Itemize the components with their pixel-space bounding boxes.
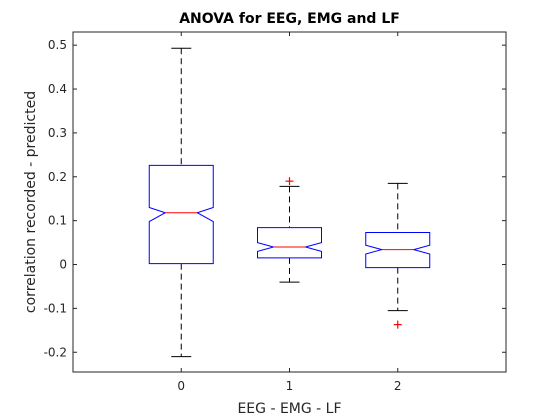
y-tick-label: 0.1 bbox=[48, 214, 67, 228]
outlier-marker bbox=[285, 177, 294, 186]
notched-box bbox=[148, 164, 214, 265]
y-axis-title: correlation recorded - predicted bbox=[23, 91, 39, 313]
y-tick-label: -0.1 bbox=[44, 301, 67, 315]
chart-title: ANOVA for EEG, EMG and LF bbox=[179, 11, 400, 27]
x-tick-label: 0 bbox=[177, 379, 185, 393]
y-tick-label: 0.4 bbox=[48, 82, 67, 96]
outlier-marker bbox=[393, 320, 402, 329]
notched-box bbox=[257, 227, 322, 259]
y-tick-label: 0.2 bbox=[48, 170, 67, 184]
y-tick-label: 0.5 bbox=[48, 38, 67, 52]
box-group bbox=[365, 182, 431, 329]
axes-layer: -0.2 -0.1 0 0.1 0.2 0.3 0.4 0.5 0 1 2 bbox=[44, 32, 506, 393]
y-tick-label: -0.2 bbox=[44, 345, 67, 359]
plot-layer bbox=[148, 47, 431, 358]
y-tick-label: 0.3 bbox=[48, 126, 67, 140]
notched-box bbox=[365, 231, 431, 269]
box-group bbox=[257, 177, 322, 283]
box-group bbox=[148, 47, 214, 358]
x-tick-label: 2 bbox=[394, 379, 402, 393]
y-tick-label: 0 bbox=[59, 258, 67, 272]
x-tick-label: 1 bbox=[286, 379, 294, 393]
x-axis-title: EEG - EMG - LF bbox=[237, 401, 341, 417]
